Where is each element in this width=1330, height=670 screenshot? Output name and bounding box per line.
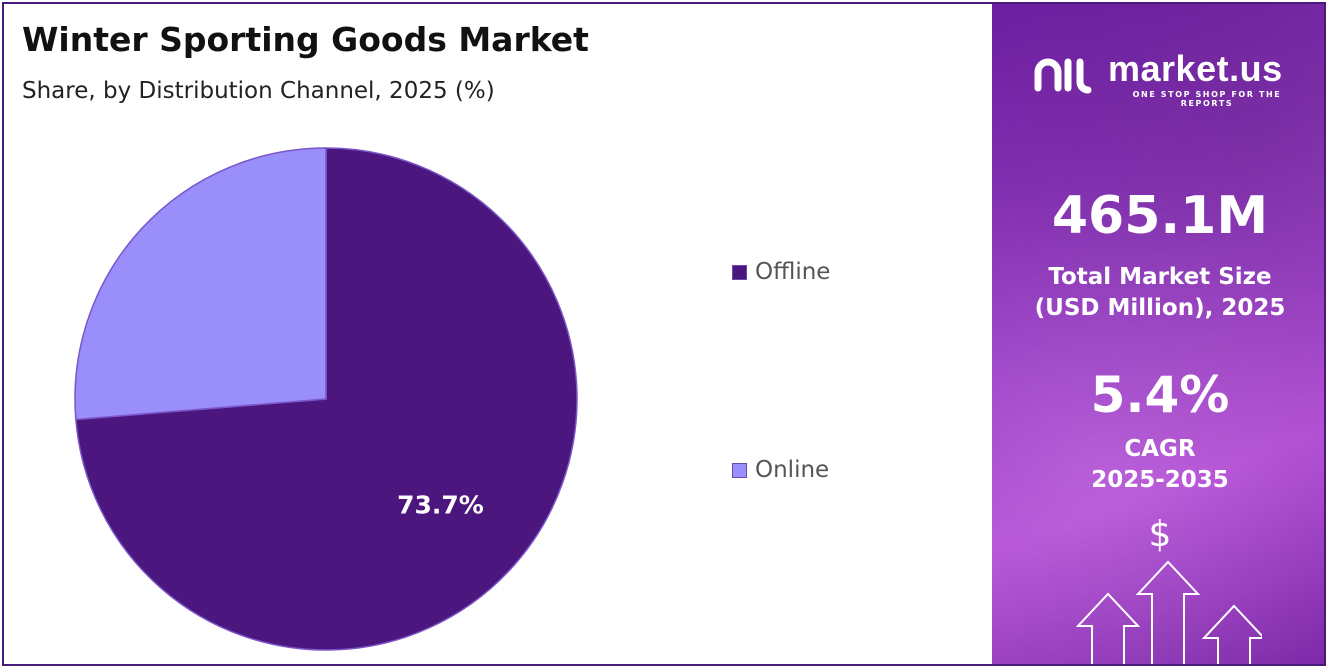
- growth-arrows-icon: [1075, 560, 1262, 664]
- market-size-value: 465.1M: [1051, 186, 1269, 246]
- brand-logo: market.us ONE STOP SHOP FOR THE REPORTS: [1032, 48, 1302, 108]
- chart-area: Winter Sporting Goods Market Share, by D…: [4, 4, 992, 664]
- chart-subtitle: Share, by Distribution Channel, 2025 (%): [22, 78, 495, 104]
- market-size-label: Total Market Size (USD Million), 2025: [992, 262, 1324, 324]
- brand-tagline: ONE STOP SHOP FOR THE REPORTS: [1132, 90, 1282, 108]
- legend-swatch-offline: [732, 264, 747, 280]
- cagr-label: CAGR 2025-2035: [992, 434, 1324, 496]
- legend-item-online: Online: [732, 457, 829, 483]
- pie-chart: 73.7%: [74, 147, 578, 651]
- summary-panel: market.us ONE STOP SHOP FOR THE REPORTS …: [992, 4, 1324, 664]
- market-size-label-line1: Total Market Size: [1048, 264, 1272, 290]
- cagr-value: 5.4%: [1090, 366, 1230, 424]
- data-label-offline: 73.7%: [397, 490, 484, 519]
- brand-name: market.us: [1108, 48, 1283, 89]
- market-us-logo-icon: [1034, 58, 1092, 94]
- legend-label-offline: Offline: [755, 259, 831, 285]
- cagr-label-line1: CAGR: [1124, 436, 1196, 462]
- chart-title: Winter Sporting Goods Market: [22, 20, 589, 59]
- legend-swatch-online: [732, 462, 747, 478]
- pie-slice-online: [74, 147, 327, 421]
- cagr-label-line2: 2025-2035: [1091, 467, 1229, 493]
- market-size-label-line2: (USD Million), 2025: [1034, 295, 1286, 321]
- dollar-sign-icon: $: [1148, 514, 1172, 555]
- legend-item-offline: Offline: [732, 259, 830, 285]
- legend-label-online: Online: [755, 457, 830, 483]
